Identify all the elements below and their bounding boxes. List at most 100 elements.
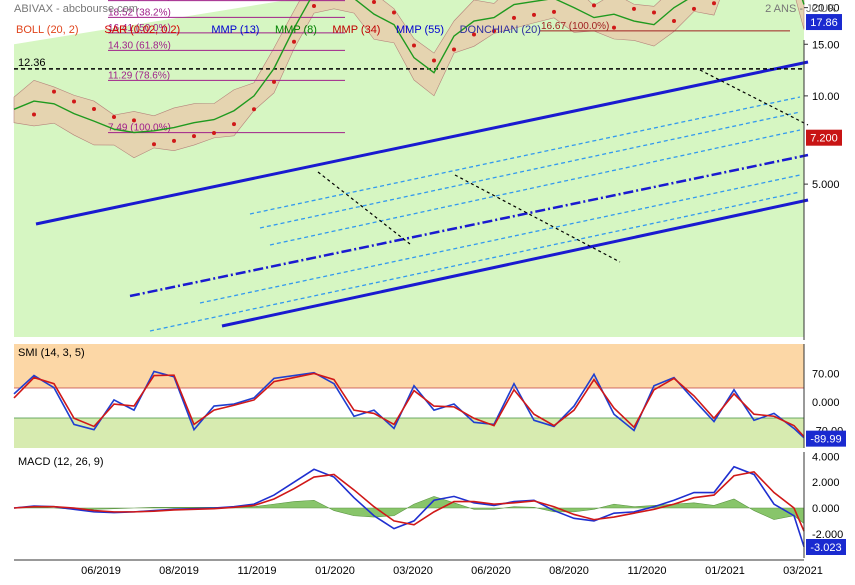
- channel-inner-line-4: [149, 191, 801, 332]
- sar-dot-29: [592, 3, 596, 8]
- trend-dotted-line-1: [454, 174, 621, 263]
- price-panel: 25.35 (0.0%)21.13 (23.6%)18.52 (38.2%)16…: [0, 0, 842, 343]
- legend-item-4: MMP (34): [332, 24, 380, 36]
- macd-tick-label-2: 0.000: [812, 503, 840, 515]
- channel-inner-line-0: [249, 96, 801, 215]
- channel-inner-line-2: [269, 129, 801, 246]
- smi-tick-label-1: 0.000: [812, 397, 840, 409]
- legend-item-1: SAR (0.02, 0.2): [104, 24, 180, 36]
- legend-item-0: BOLL (20, 2): [16, 24, 79, 36]
- price-bottom-gap: [0, 337, 804, 343]
- macd-panel: MACD (12, 26, 9) 4.000 2.000 0.000 -2.000-3…: [13, 451, 846, 558]
- low-price-badge-text: 7.200: [810, 133, 838, 145]
- smi-last-badge-text: -89.99: [810, 434, 841, 446]
- legend-item-3: MMP (8): [275, 24, 317, 36]
- x-tick-label-4: 03/2020: [393, 565, 433, 577]
- x-tick-label-2: 11/2019: [238, 565, 277, 577]
- sar-dot-15: [312, 4, 316, 9]
- sar-dot-2: [52, 89, 56, 94]
- channel-inner-line-1: [259, 111, 801, 229]
- indicator-legend: BOLL (20, 2) SAR (0.02, 0.2) MMP (13) MMP (…: [16, 24, 541, 36]
- sar-dot-10: [212, 131, 216, 136]
- macd-last-badge: [806, 538, 846, 555]
- trend-dotted-line-0: [317, 171, 411, 245]
- sar-dot-1: [32, 112, 36, 117]
- sar-dot-8: [172, 138, 176, 143]
- sar-dot-18: [372, 0, 376, 5]
- legend-item-6: DONCHIAN (20): [460, 24, 541, 36]
- sar-dot-7: [152, 142, 156, 147]
- sar-dot-22: [452, 47, 456, 52]
- price-tick-label-5: 15.00: [812, 39, 840, 51]
- fib1-label-4: 14.30 (61.8%): [108, 40, 171, 51]
- sar-dot-24: [492, 28, 496, 33]
- fib2-label-6: 16.67 (100.0%): [541, 21, 609, 32]
- macd-series-1: [13, 471, 805, 532]
- sar-dot-5: [112, 115, 116, 120]
- macd-title: MACD (12, 26, 9): [18, 456, 104, 468]
- macd-tick-label-3: -2.000: [812, 529, 843, 541]
- price-tick-label-7: 5.000: [812, 179, 840, 191]
- sar-dot-30: [612, 25, 616, 30]
- bollinger-band: [13, 0, 805, 159]
- smi-last-badge: [806, 430, 846, 447]
- channel-upper-line: [35, 60, 809, 226]
- sar-dot-12: [252, 107, 256, 112]
- channel-inner-line-3: [199, 174, 801, 304]
- smi-overbought-band: [14, 344, 804, 388]
- x-tick-label-1: 08/2019: [159, 565, 199, 577]
- sar-dot-3: [72, 99, 76, 104]
- price-tick-label-6: 10.00: [812, 91, 840, 103]
- channel-lower-line: [221, 198, 809, 328]
- x-tick-label-9: 03/2021: [783, 565, 823, 577]
- fib1-label-3: 16.41 (50.0%): [108, 23, 171, 34]
- fib1-label-1: 21.13 (23.6%): [108, 0, 171, 2]
- x-tick-label-3: 01/2020: [315, 565, 355, 577]
- price-ma-line: [13, 0, 805, 134]
- sar-dot-14: [292, 39, 296, 44]
- sar-dot-34: [692, 6, 696, 11]
- channel-background-band: [14, 0, 804, 337]
- sar-dot-33: [672, 19, 676, 24]
- smi-oversold-band: [14, 418, 804, 448]
- sar-dot-11: [232, 122, 236, 127]
- sar-dot-6: [132, 118, 136, 123]
- sar-dot-27: [552, 9, 556, 14]
- sar-dot-35: [712, 1, 716, 6]
- sar-dot-19: [392, 10, 396, 15]
- x-tick-label-6: 08/2020: [549, 565, 589, 577]
- fib1-label-6: 7.49 (100.0%): [108, 123, 171, 134]
- last-price-badge: [806, 14, 842, 31]
- legend-item-5: MMP (55): [396, 24, 444, 36]
- last-price-badge-text: 17.86: [810, 17, 838, 29]
- sar-dot-32: [652, 10, 656, 15]
- x-axis: 06/2019 08/2019 11/2019 01/2020 03/2020 06/20…: [14, 559, 823, 577]
- sar-dot-20: [412, 43, 416, 48]
- smi-neutral-band: [14, 388, 804, 418]
- legend-item-2: MMP (13): [211, 24, 259, 36]
- chart-header: ABIVAX - abcbourse.com 2 ANS - JOUR: [14, 3, 836, 15]
- x-tick-label-5: 06/2020: [471, 565, 511, 577]
- macd-tick-label-1: 2.000: [812, 477, 840, 489]
- sar-dot-31: [632, 6, 636, 11]
- smi-title: SMI (14, 3, 5): [18, 347, 85, 359]
- x-tick-label-0: 06/2019: [81, 565, 121, 577]
- channel-mid-line: [129, 153, 809, 298]
- sar-dot-26: [532, 12, 536, 17]
- trend-dotted-line-2: [699, 69, 809, 126]
- x-tick-label-7: 11/2020: [628, 565, 667, 577]
- source-label: ABIVAX - abcbourse.com: [14, 3, 138, 15]
- low-price-badge: [806, 129, 842, 146]
- sar-dot-23: [472, 32, 476, 37]
- sar-dot-9: [192, 134, 196, 139]
- sar-dot-4: [92, 107, 96, 112]
- period-label: 2 ANS - JOUR: [765, 3, 836, 15]
- fib1-label-5: 11.29 (78.6%): [108, 70, 170, 81]
- smi-series-1: [13, 372, 805, 438]
- reference-label: 12.36: [18, 57, 46, 69]
- sar-dot-13: [272, 79, 276, 84]
- fib1-label-2: 18.52 (38.2%): [108, 7, 171, 18]
- smi-panel: SMI (14, 3, 5) 70.000.000-70.00-89.99: [13, 344, 846, 448]
